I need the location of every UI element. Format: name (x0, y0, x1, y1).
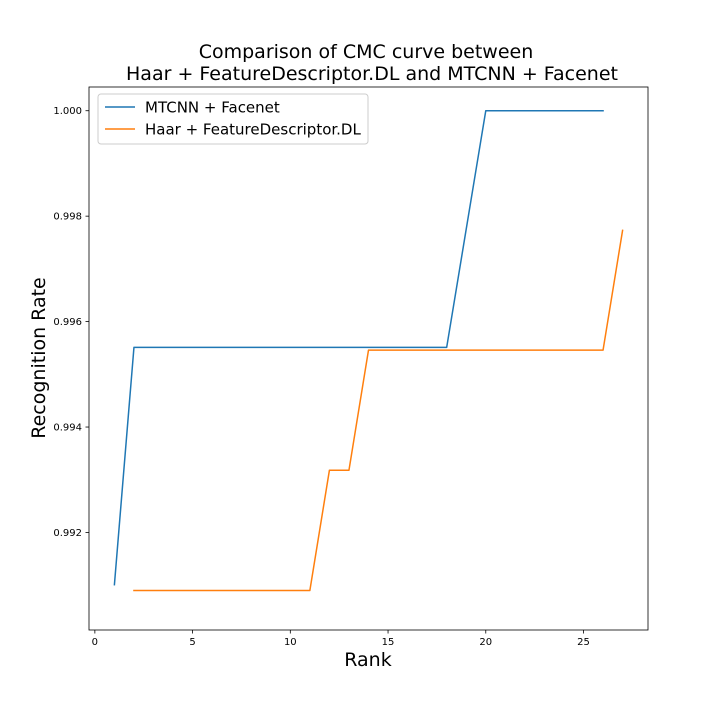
legend: MTCNN + Facenet Haar + FeatureDescriptor.… (97, 93, 369, 145)
series-line-0 (113, 109, 604, 586)
legend-label-0: MTCNN + Facenet (145, 99, 280, 117)
series-line-1 (133, 229, 624, 592)
y-tick-label: 0.996 (53, 317, 82, 328)
plot-background (89, 87, 648, 630)
y-tick-label: 1.000 (53, 106, 82, 117)
x-tick-label: 20 (479, 637, 492, 648)
chart-subtitle: Haar + FeatureDescriptor.DL and MTCNN + … (126, 63, 618, 85)
x-tick-label: 10 (284, 637, 297, 648)
y-tick-label: 0.994 (53, 423, 82, 434)
y-tick-label: 0.992 (53, 528, 82, 539)
x-tick-label: 25 (577, 637, 590, 648)
x-axis-label: Rank (344, 649, 391, 671)
y-tick-label: 0.998 (53, 212, 82, 223)
legend-box (97, 93, 369, 145)
axes-frame (88, 86, 649, 631)
x-tick-label: 0 (92, 637, 98, 648)
y-axis-label: Recognition Rate (28, 277, 50, 439)
plot-area (89, 87, 648, 630)
x-tick-label: 5 (189, 637, 195, 648)
axes: 0 5 10 15 20 25 0.992 0.994 0.996 0.998 1.000 (53, 86, 649, 648)
x-tick-label: 15 (382, 637, 395, 648)
chart-title: Comparison of CMC curve between (199, 41, 534, 63)
legend-label-1: Haar + FeatureDescriptor.DL (145, 121, 361, 139)
series-lines (113, 109, 624, 592)
